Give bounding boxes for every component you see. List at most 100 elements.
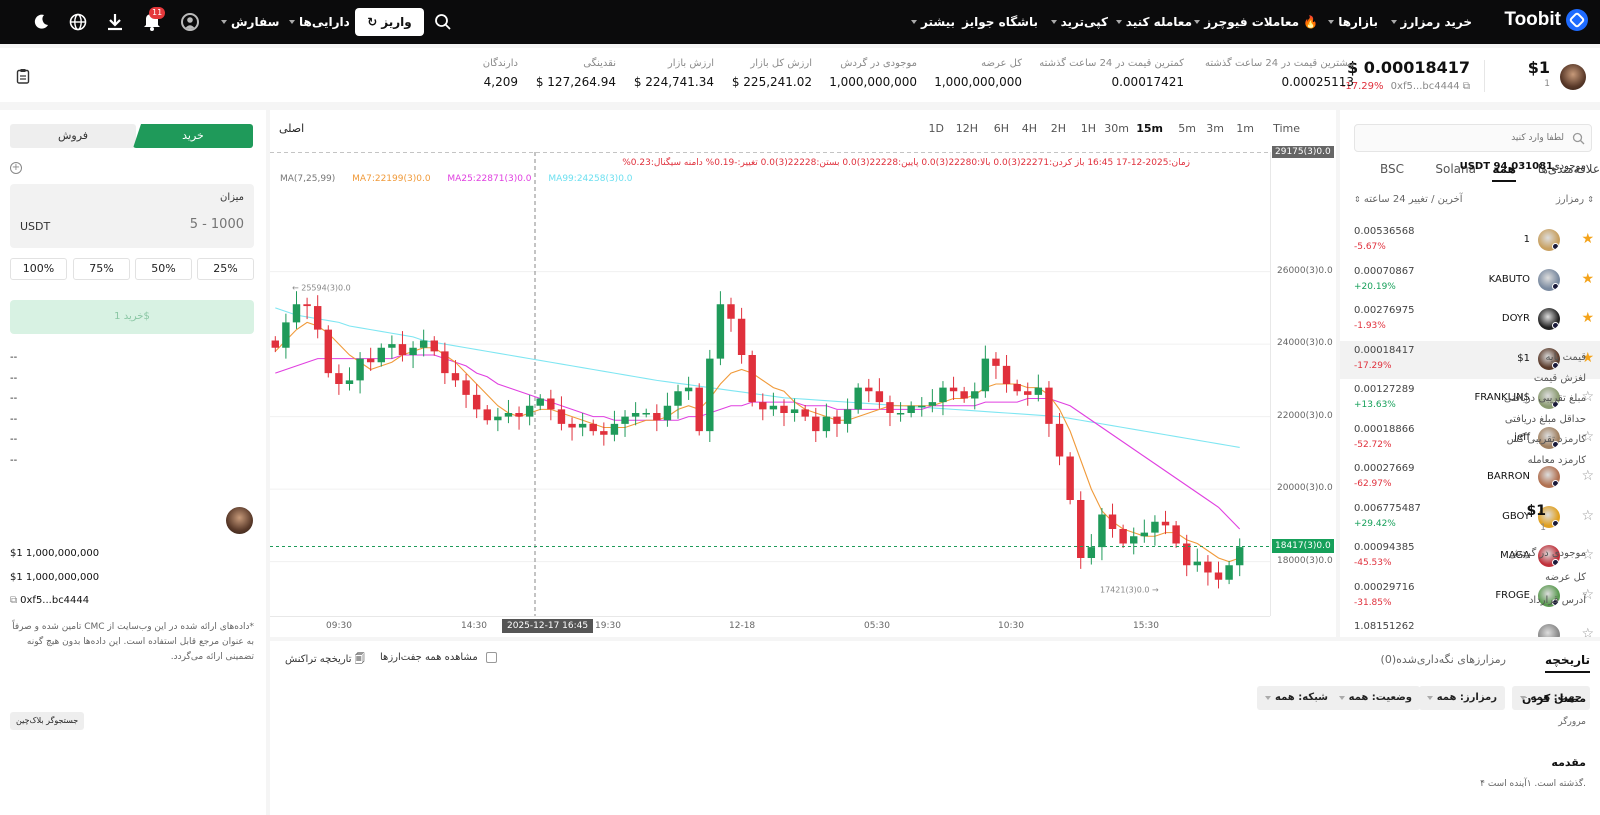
filter-network[interactable]: شبکه: همه	[1257, 686, 1336, 710]
star-outline-icon[interactable]: ☆	[1581, 586, 1594, 603]
low-price-annotation: 17421(3)0.0 →	[1100, 586, 1159, 595]
candle-body	[642, 413, 650, 415]
nav-buy-crypto[interactable]: خرید رمزارز	[1390, 0, 1472, 44]
x-tick-label: 12-18	[729, 621, 756, 631]
toobit-logo[interactable]: Toobit	[1504, 9, 1588, 31]
market-row-change: -1.93%	[1354, 321, 1386, 331]
market-row[interactable]: 0.006775487 +29.42% GBOY ☆	[1340, 499, 1600, 537]
timeframe-5m[interactable]: 5m	[1178, 122, 1196, 135]
stat-liquidity: نقدینگی $ 127,264.94	[535, 58, 616, 89]
filter-crypto[interactable]: رمزارز: همه	[1418, 686, 1505, 710]
tab-holdings[interactable]: رمزارزهای نگه‌داری‌شده(0)	[1380, 653, 1506, 666]
timeframe-2h[interactable]: 2H	[1050, 122, 1066, 135]
notes-button[interactable]	[16, 68, 30, 87]
timeframe-1d[interactable]: 1D	[928, 122, 944, 135]
candle-body	[1130, 536, 1138, 544]
chart-main-label[interactable]: اصلی	[279, 122, 305, 135]
nav-more[interactable]: بیشتر	[911, 0, 955, 44]
info-row-label: آدرس قرارداد	[1528, 595, 1586, 606]
timeframe-6h[interactable]: 6H	[993, 122, 1009, 135]
candlestick-chart[interactable]: ← 25594(3)0.0 17421(3)0.0 →	[270, 152, 1270, 616]
nav-assets[interactable]: دارایی‌ها	[289, 0, 350, 44]
market-row[interactable]: 0.00070867 +20.19% KABUTO ★	[1340, 262, 1600, 300]
buy-tab[interactable]: خرید	[133, 124, 253, 148]
market-search-input[interactable]	[1359, 128, 1564, 148]
star-outline-icon[interactable]: ☆	[1581, 468, 1594, 484]
tab-solana[interactable]: Solana	[1435, 162, 1476, 176]
nav-futures[interactable]: معاملات فیوچرز 🔥	[1194, 0, 1318, 44]
market-row[interactable]: 0.00029716 -31.85% FROGE ☆	[1340, 578, 1600, 616]
clipboard-icon	[16, 69, 30, 84]
theme-toggle[interactable]	[31, 12, 51, 32]
star-filled-icon[interactable]: ★	[1581, 349, 1594, 366]
nav-markets[interactable]: بازارها	[1328, 0, 1378, 44]
tab-all[interactable]: همه	[1492, 162, 1516, 182]
explorer-button[interactable]: جستجوگر بلاک‌چین	[10, 712, 85, 730]
timeframe-30m[interactable]: 30m	[1104, 122, 1129, 135]
market-row[interactable]: 1.08151262 ☆	[1340, 617, 1600, 637]
star-outline-icon[interactable]: ☆	[1581, 507, 1594, 524]
market-row[interactable]: 0.00094385 -45.53% MAGA ☆	[1340, 538, 1600, 576]
notification-button[interactable]: 11	[143, 7, 166, 33]
tab-history[interactable]: تاریخچه	[1545, 653, 1590, 673]
pct-100-button[interactable]: 100%	[10, 258, 67, 280]
market-row[interactable]: 0.00276975 -1.93% DOYR ★	[1340, 301, 1600, 339]
language-button[interactable]	[68, 12, 88, 32]
profile-button[interactable]	[181, 13, 199, 31]
candle-body	[653, 413, 661, 421]
market-search[interactable]	[1354, 124, 1592, 152]
star-outline-icon[interactable]: ☆	[1581, 389, 1594, 405]
sell-tab[interactable]: فروش	[10, 124, 136, 148]
copy-icon[interactable]: ⧉	[10, 595, 18, 606]
view-all-pairs[interactable]: مشاهده همه جفت‌ارزها	[380, 652, 497, 663]
buy-submit-button[interactable]: خرید 1$	[10, 300, 254, 334]
timeframe-12h[interactable]: 12H	[955, 122, 978, 135]
candle-body	[759, 402, 767, 410]
info-row-value: $1 1,000,000,000	[10, 548, 100, 559]
market-row[interactable]: 0.00018417 -17.29% $1 ★	[1340, 340, 1600, 379]
market-row-price: 0.00127289	[1354, 384, 1415, 395]
col-header-name[interactable]: رمزارز ⇕	[1555, 194, 1594, 205]
nav-trade[interactable]: معامله کنید	[1115, 0, 1192, 44]
copy-icon[interactable]: ⧉	[1462, 81, 1470, 92]
timeframe-3m[interactable]: 3m	[1206, 122, 1224, 135]
market-row[interactable]: 0.00018866 -52.72% jeff ☆	[1340, 420, 1600, 458]
star-filled-icon[interactable]: ★	[1581, 310, 1594, 326]
nav-orders[interactable]: سفارش	[221, 0, 279, 44]
tab-favorites[interactable]: علاقه‌مندی‌ها	[1537, 162, 1600, 176]
timeframe-4h[interactable]: 4H	[1021, 122, 1037, 135]
filter-status[interactable]: وضعیت: همه	[1330, 686, 1420, 710]
star-outline-icon[interactable]: ☆	[1581, 547, 1594, 563]
nav-rewards[interactable]: باشگاه جوایز	[962, 15, 1038, 29]
chart-area[interactable]: ← 25594(3)0.0 17421(3)0.0 → زمان:2025-12-…	[270, 152, 1270, 616]
tab-bsc[interactable]: BSC	[1379, 162, 1404, 176]
checkbox[interactable]	[485, 652, 497, 663]
star-outline-icon[interactable]: ☆	[1581, 428, 1594, 445]
candle-body	[971, 391, 979, 399]
amount-input[interactable]	[94, 214, 244, 234]
divider	[1484, 60, 1485, 92]
market-row[interactable]: 0.00536568 -5.67% 1 ★	[1340, 222, 1600, 260]
star-filled-icon[interactable]: ★	[1581, 270, 1594, 287]
col-header-price[interactable]: ⇕ آخرین / تغییر 24 ساعته	[1354, 194, 1463, 205]
star-outline-icon[interactable]: ☆	[1581, 626, 1594, 637]
pct-25-button[interactable]: 25%	[197, 258, 254, 280]
tx-history-link[interactable]: تاریخچه تراکنش 🗐	[285, 654, 365, 665]
market-row[interactable]: 0.00127289 +13.63% FRANKLIN$ ☆	[1340, 380, 1600, 418]
filter-direction[interactable]: جهت: همه	[1512, 686, 1590, 710]
timeframe-15m[interactable]: 15m	[1136, 122, 1163, 135]
deposit-button[interactable]: ↻ واریز	[355, 8, 424, 36]
timeframe-1m[interactable]: 1m	[1236, 122, 1254, 135]
download-button[interactable]	[106, 12, 124, 32]
star-filled-icon[interactable]: ★	[1581, 231, 1594, 247]
add-funds-icon[interactable]: +	[10, 162, 22, 174]
candle-body	[483, 409, 491, 421]
pct-75-button[interactable]: 75%	[73, 258, 130, 280]
token-change: -17.29%	[1341, 81, 1384, 92]
timeframe-time[interactable]: Time	[1273, 122, 1300, 135]
nav-copytrade[interactable]: کپی‌ترید	[1050, 0, 1108, 44]
market-row[interactable]: 0.00027669 -62.97% BARRON ☆	[1340, 459, 1600, 497]
search-button[interactable]	[433, 12, 453, 32]
timeframe-1h[interactable]: 1H	[1080, 122, 1096, 135]
pct-50-button[interactable]: 50%	[135, 258, 192, 280]
